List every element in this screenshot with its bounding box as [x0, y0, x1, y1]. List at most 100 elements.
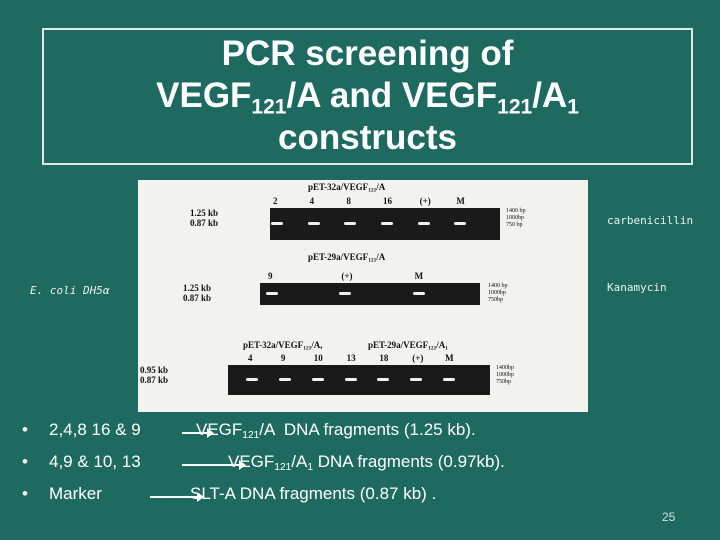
size-label: 0.87 kb [190, 218, 219, 228]
title-box: PCR screening of VEGF121/A and VEGF121/A1… [42, 28, 693, 165]
side-label: carbenicillin [607, 214, 694, 227]
marker-label: 1400bp [496, 365, 514, 371]
title-line: PCR screening of [44, 34, 691, 74]
bullet-label: 2,4,8 16 & 9 [49, 420, 141, 439]
subscript: 121 [368, 257, 377, 264]
lane-label: (+) [412, 353, 424, 363]
bullet-text: SLT-A DNA fragments (0.87 kb) . [190, 484, 436, 504]
text-run: VEGF [156, 76, 252, 115]
band [307, 222, 320, 225]
title-line: constructs [44, 118, 691, 158]
text-run: /A [436, 340, 446, 350]
lane-label: 16 [383, 196, 392, 206]
size-label: 1.25 kb [183, 283, 212, 293]
band [377, 378, 390, 381]
side-label: E. coli DH5α [30, 284, 110, 297]
text-run: DNA fragments (0.97kb). [313, 452, 505, 471]
bullet-text: VEGF121/A DNA fragments (1.25 kb). [196, 420, 476, 442]
subscript: 121 [274, 462, 292, 474]
band [412, 292, 425, 295]
text-run: pET-32a/VEGF [243, 340, 304, 350]
band [246, 378, 258, 381]
text-run: pET-32a/VEGF [308, 182, 369, 192]
arrow [150, 492, 204, 502]
subscript: 121 [242, 430, 260, 442]
marker-label: 750bp [488, 297, 503, 303]
band [410, 378, 423, 381]
band [417, 222, 430, 225]
marker-label: 1000bp [488, 290, 506, 296]
bullet: • 4,9 & 10, 13 VEGF121/A1 DNA fragments (0… [22, 452, 712, 476]
bullet-label: Marker [49, 484, 102, 503]
lane-label: 2 [273, 196, 278, 206]
text-run: /A [532, 76, 568, 115]
marker-label: 750bp [496, 379, 511, 385]
lane-label: 4 [309, 196, 315, 206]
gel-title: pET-32a/VEGF121/A, [243, 340, 323, 352]
text-run: /A and VEGF [286, 76, 498, 115]
gel-title: pET-29a/VEGF121/A [308, 252, 386, 264]
marker-label: 1400 bp [506, 208, 526, 214]
subscript: 121 [303, 345, 312, 352]
side-label: Kanamycin [607, 281, 667, 294]
gel-title: pET-32a/VEGF121/A [308, 182, 386, 194]
lane-label: (+) [419, 196, 431, 206]
lane-label: (+) [341, 271, 353, 281]
bullet-dot: • [22, 420, 28, 439]
text-run: pET-29a/VEGF [368, 340, 429, 350]
bullet-label: 4,9 & 10, 13 [49, 452, 141, 471]
subscript: 121 [428, 345, 437, 352]
bullet: • 2,4,8 16 & 9 VEGF121/A DNA fragments (1.… [22, 420, 712, 444]
size-label: 0.87 kb [183, 293, 212, 303]
lane-label: 10 [313, 353, 323, 363]
subscript: 1 [445, 345, 448, 352]
text-run: constructs [278, 118, 457, 157]
lane-label: 4 [248, 353, 253, 363]
subscript: 121 [497, 95, 533, 119]
page-number: 25 [662, 510, 676, 524]
marker-label: 750 bp [506, 222, 523, 228]
bullet-dot: • [22, 452, 28, 471]
band [381, 222, 393, 225]
arrow [182, 460, 246, 470]
band [311, 378, 324, 381]
lane-label: 9 [280, 353, 286, 363]
text-run: /A DNA fragments (1.25 kb). [259, 420, 476, 439]
lane-label: M [456, 196, 465, 206]
lane-label: M [445, 353, 454, 363]
marker-label: 1000bp [496, 372, 514, 378]
band [339, 292, 352, 295]
text-run: /A [291, 452, 308, 471]
text-run: SLT-A DNA fragments (0.87 kb) . [190, 484, 437, 503]
lane-label: M [414, 271, 424, 281]
text-run: VEGF [228, 452, 275, 471]
text-run: /A [376, 182, 386, 192]
gel-title: pET-29a/VEGF121/A1 [368, 340, 448, 352]
bullet-dot: • [22, 484, 28, 503]
band [278, 378, 291, 381]
subscript: 121 [368, 187, 377, 194]
size-label: 0.87 kb [140, 375, 169, 385]
size-label: 1.25 kb [190, 208, 219, 218]
bullet-text: VEGF121/A1 DNA fragments (0.97kb). [228, 452, 505, 474]
band [454, 222, 467, 225]
bullet: • Marker SLT-A DNA fragments (0.87 kb) . [22, 484, 712, 508]
text-run: /A, [311, 340, 323, 350]
text-run: /A [376, 252, 386, 262]
band [344, 222, 357, 225]
marker-label: 1400 bp [488, 283, 508, 289]
title-line: VEGF121/A and VEGF121/A1 [44, 76, 691, 119]
text-run: pET-29a/VEGF [308, 252, 369, 262]
subscript: 1 [567, 95, 579, 119]
lane-label: 8 [346, 196, 351, 206]
arrow [182, 428, 214, 438]
lane-label: 9 [268, 271, 273, 281]
marker-label: 1000bp [506, 215, 524, 221]
gel-lanes [260, 283, 480, 305]
gel-image: pET-32a/VEGF121/A 2 4 8 16 (+) M 1.25 kb 0.87 kb… [138, 180, 588, 412]
size-label: 0.95 kb [140, 365, 169, 375]
subscript: 1 [307, 462, 314, 474]
band [271, 222, 283, 225]
band [344, 378, 357, 381]
